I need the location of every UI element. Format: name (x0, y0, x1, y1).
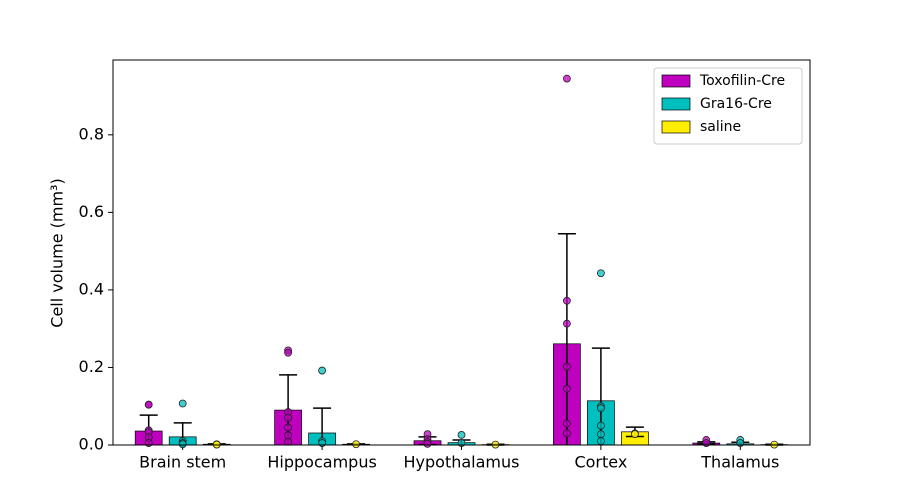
data-point (144, 439, 153, 447)
x-tick-label: Brain stem (139, 453, 226, 472)
data-point (178, 440, 187, 449)
data-point (318, 366, 327, 375)
data-point (144, 400, 153, 409)
data-point (597, 437, 605, 446)
data-point (597, 269, 605, 278)
legend-label: saline (700, 119, 741, 135)
y-tick-label: 0.0 (79, 435, 104, 454)
data-point (284, 413, 293, 422)
data-point (423, 439, 432, 448)
data-point (597, 421, 605, 430)
legend-label: Gra16-Cre (700, 96, 772, 112)
x-tick-label: Hippocampus (267, 453, 376, 472)
data-point (284, 423, 293, 432)
data-point (597, 430, 605, 439)
x-tick-label: Cortex (574, 453, 627, 472)
data-point (563, 362, 571, 371)
data-point (352, 440, 361, 449)
x-tick-label: Hypothalamus (404, 453, 520, 472)
error-bar (557, 232, 576, 445)
data-point (284, 348, 293, 357)
data-point (563, 74, 571, 83)
legend-swatch (661, 74, 691, 88)
data-point (318, 439, 327, 447)
data-point (702, 439, 711, 447)
y-tick-label: 0.8 (79, 124, 104, 143)
y-tick-label: 0.6 (79, 202, 104, 221)
y-tick-label: 0.4 (79, 279, 104, 298)
data-point (631, 430, 639, 439)
data-point (736, 439, 745, 447)
data-point (457, 439, 466, 447)
x-tick-label: Thalamus (700, 453, 779, 472)
legend-swatch (661, 120, 691, 134)
legend-label: Toxofilin-Cre (699, 73, 785, 89)
data-point (563, 384, 571, 393)
data-point (284, 437, 293, 446)
data-point (563, 419, 571, 428)
data-point (563, 296, 571, 305)
legend-box (653, 67, 803, 145)
data-point (597, 404, 605, 413)
data-point (178, 399, 187, 408)
data-point (563, 319, 571, 328)
y-axis-label: Cell volume (mm³) (48, 178, 67, 327)
data-point (284, 431, 293, 440)
data-point (563, 429, 571, 438)
legend: Toxofilin-Cre Gra16-Cre saline (653, 67, 803, 145)
data-point (457, 431, 466, 439)
legend-swatch (661, 97, 691, 111)
plot-frame (112, 59, 811, 446)
y-tick-label: 0.2 (79, 357, 104, 376)
